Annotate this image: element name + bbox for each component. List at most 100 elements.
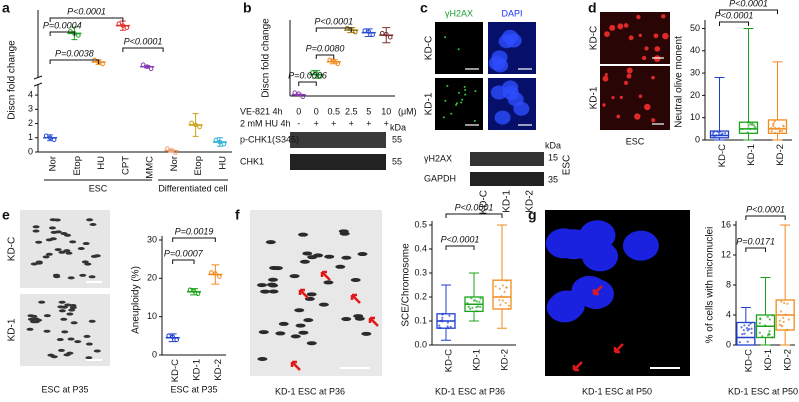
chromosome — [79, 273, 87, 277]
chromosome — [93, 349, 101, 353]
focus — [457, 48, 460, 51]
x-tick-label: CPT — [120, 156, 131, 175]
group-label: ESC — [89, 183, 108, 193]
dot — [475, 310, 478, 313]
chromosome — [42, 255, 50, 259]
y-tick-label: 12 — [721, 249, 731, 259]
chromosome — [45, 252, 53, 256]
whisker — [772, 61, 783, 141]
dot — [327, 57, 333, 63]
dot — [745, 326, 748, 330]
dot — [494, 285, 497, 288]
bracket — [445, 245, 475, 250]
dot — [505, 279, 508, 282]
y-tick-label: 1 — [28, 132, 33, 142]
chromosome — [318, 302, 329, 307]
dot — [742, 329, 745, 332]
dot — [768, 330, 771, 333]
kda-size: 35 — [548, 174, 558, 184]
y-tick-label: 10 — [147, 311, 157, 321]
dot — [713, 130, 716, 133]
dot — [221, 141, 227, 147]
x-tick-label: KD-1 — [192, 359, 203, 381]
micrograph — [20, 210, 110, 288]
panel-label: g — [528, 207, 537, 223]
dot — [370, 32, 376, 37]
comet — [602, 103, 606, 107]
x-tick-label: 2.5 — [345, 106, 358, 116]
bracket — [745, 215, 786, 220]
error-bar — [382, 27, 391, 44]
x-tick-label: KD-C — [444, 349, 455, 372]
focus — [464, 93, 467, 96]
dot — [335, 61, 341, 67]
hu-label: + — [314, 118, 319, 128]
dot — [504, 301, 507, 305]
dot — [782, 320, 785, 323]
dot — [741, 333, 744, 336]
comet — [623, 23, 629, 28]
dot — [76, 33, 81, 38]
dot — [124, 25, 130, 30]
micrograph — [435, 22, 483, 74]
comet — [661, 14, 666, 19]
dot — [217, 139, 223, 145]
x-tick-label: KD-2 — [500, 349, 511, 371]
chromosome — [83, 334, 91, 338]
p-value: P<0.0001 — [715, 10, 754, 20]
blot — [290, 132, 386, 148]
chromosome — [54, 248, 62, 252]
hu-label: + — [349, 118, 354, 128]
whisker — [743, 27, 754, 141]
bracket — [172, 237, 216, 242]
p-value: P=0.0038 — [55, 48, 94, 58]
dot — [68, 29, 73, 34]
dot — [741, 128, 744, 131]
y-axis-label: % of cells with micronuclei — [705, 227, 716, 344]
dot — [769, 127, 773, 130]
chromosome — [69, 304, 77, 308]
arrow — [592, 285, 603, 296]
dot — [720, 133, 723, 136]
p-value: P=0.0004 — [43, 20, 82, 30]
chromosome — [64, 233, 72, 237]
dot — [772, 122, 775, 125]
dot — [352, 29, 358, 35]
dot — [773, 131, 777, 135]
dot — [771, 314, 774, 317]
chromosome — [35, 240, 43, 244]
bracket — [49, 59, 100, 64]
focus — [473, 119, 476, 122]
chromosome — [306, 292, 317, 297]
dot — [43, 133, 49, 139]
comet — [628, 35, 634, 41]
dot — [209, 270, 214, 275]
chromosome — [88, 319, 96, 323]
chromosome — [26, 327, 34, 331]
y-tick-label: 2 — [28, 118, 33, 128]
x-tick-label: KD-2 — [783, 349, 794, 371]
y-tick-label: 0 — [695, 134, 700, 144]
comet — [626, 73, 632, 79]
chromosome — [27, 317, 35, 321]
blot-label: p-CHK1(S345) — [240, 134, 299, 144]
focus — [446, 84, 449, 87]
dot — [724, 132, 727, 135]
comet — [641, 55, 647, 61]
x-tick-label: HU — [96, 156, 107, 170]
y-tick-label: 16 — [721, 219, 731, 229]
dot — [500, 295, 503, 298]
dot — [747, 328, 751, 331]
dot — [469, 307, 472, 310]
dot — [773, 120, 776, 123]
dot — [750, 331, 753, 335]
comet — [611, 96, 615, 100]
chromosome — [56, 338, 64, 342]
dot — [438, 324, 441, 327]
micrograph — [600, 66, 670, 130]
bracket — [719, 21, 749, 26]
comet — [638, 94, 643, 99]
panel-label: d — [588, 0, 597, 16]
dot — [746, 131, 749, 134]
